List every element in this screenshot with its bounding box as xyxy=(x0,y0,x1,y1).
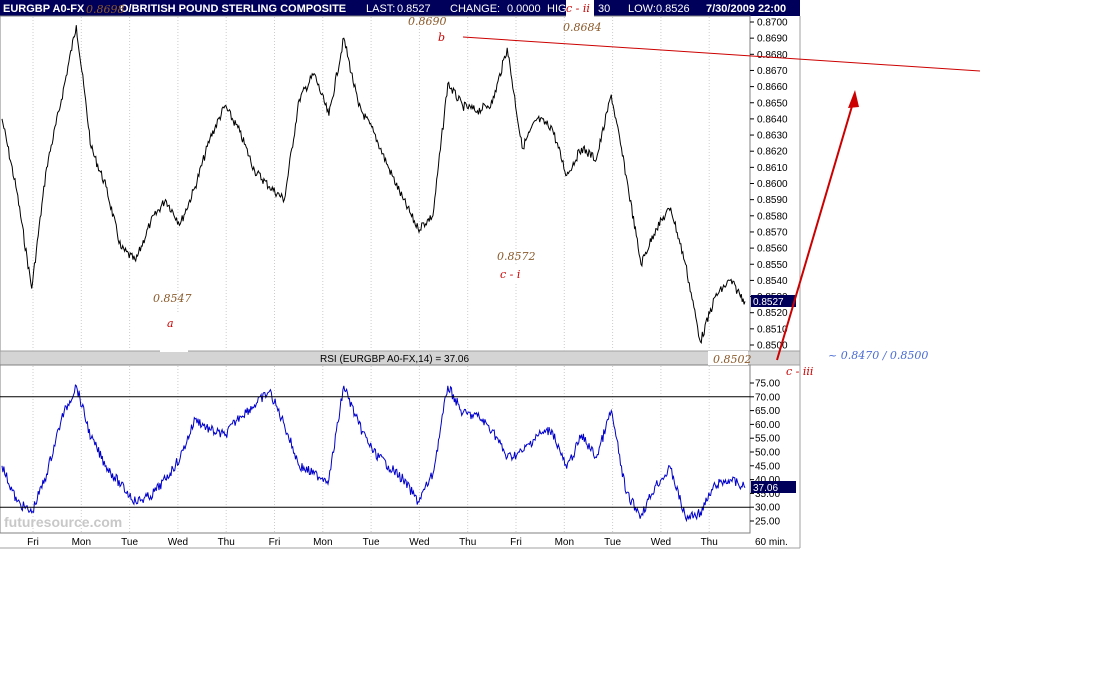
symbol-label: EURGBP A0-FX xyxy=(3,3,85,15)
wave-label-c-ii: c - ii xyxy=(566,2,590,15)
target-label: ~ 0.8470 / 0.8500 xyxy=(828,349,928,362)
price-tick-label: 0.8540 xyxy=(757,276,788,287)
change-value: 0.0000 xyxy=(507,3,541,15)
price-tick-label: 0.8610 xyxy=(757,163,788,174)
price-series-line xyxy=(1,25,746,344)
wave-label-c-i: c - i xyxy=(500,268,520,281)
rsi-last-tag-text: 37.06 xyxy=(753,483,778,494)
x-axis-label: Thu xyxy=(459,537,476,548)
price-tick-label: 0.8630 xyxy=(757,131,788,142)
price-tick-label: 0.8570 xyxy=(757,227,788,238)
price-tick-label: 0.8660 xyxy=(757,82,788,93)
label-mask-cii xyxy=(566,0,594,17)
rsi-tick-label: 70.00 xyxy=(755,392,780,403)
rsi-tick-label: 40.00 xyxy=(755,475,780,486)
rsi-tick-label: 55.00 xyxy=(755,434,780,445)
x-axis-label: Fri xyxy=(27,537,39,548)
projection-arrowhead-icon xyxy=(848,90,859,108)
x-axis-label: Wed xyxy=(409,537,429,548)
price-tick-label: 0.8680 xyxy=(757,50,788,61)
price-label-high-1: 0.8698 xyxy=(86,3,125,16)
rsi-title: RSI (EURGBP A0-FX,14) = 37.06 xyxy=(320,354,469,365)
last-label: LAST: xyxy=(366,3,395,15)
high-value: 30 xyxy=(598,3,610,15)
price-tick-label: 0.8690 xyxy=(757,34,788,45)
rsi-series-line xyxy=(1,384,746,523)
low-value: 0.8526 xyxy=(656,3,690,15)
x-axis-label: Tue xyxy=(363,537,380,548)
wave-label-a: a xyxy=(167,317,174,330)
x-axis-label: Fri xyxy=(510,537,522,548)
price-tick-label: 0.8500 xyxy=(757,341,788,352)
price-tick-label: 0.8550 xyxy=(757,260,788,271)
interval-label: 60 min. xyxy=(755,537,788,548)
price-label-high-3: 0.8684 xyxy=(563,21,602,34)
wave-label-c-iii: c - iii xyxy=(786,365,813,378)
price-label-low-1: 0.8547 xyxy=(153,292,192,305)
instrument-name: O/BRITISH POUND STERLING COMPOSITE xyxy=(120,3,346,15)
price-label-high-2: 0.8690 xyxy=(408,15,447,28)
rsi-tick-label: 35.00 xyxy=(755,489,780,500)
price-tick-label: 0.8600 xyxy=(757,179,788,190)
resistance-trendline xyxy=(462,36,981,72)
x-axis-label: Thu xyxy=(701,537,718,548)
label-mask-a xyxy=(160,312,188,352)
price-tick-label: 0.8670 xyxy=(757,66,788,77)
price-tick-label: 0.8560 xyxy=(757,244,788,255)
price-label-low-2: 0.8572 xyxy=(497,250,536,263)
x-axis-label: Wed xyxy=(168,537,188,548)
rsi-panel-frame xyxy=(0,364,751,534)
rsi-last-tag xyxy=(751,481,796,493)
header-bar xyxy=(0,0,800,16)
x-axis-label: Mon xyxy=(72,537,91,548)
last-value: 0.8527 xyxy=(397,3,431,15)
price-label-low-3: 0.8502 xyxy=(713,353,752,366)
x-axis-label: Fri xyxy=(269,537,281,548)
rsi-tick-label: 45.00 xyxy=(755,461,780,472)
price-tick-label: 0.8700 xyxy=(757,18,788,29)
price-tick-label: 0.8510 xyxy=(757,324,788,335)
rsi-tick-label: 50.00 xyxy=(755,448,780,459)
high-label: HIG xyxy=(547,3,567,15)
x-axis-label: Wed xyxy=(651,537,671,548)
x-axis-label: Tue xyxy=(604,537,621,548)
label-mask-low xyxy=(708,351,748,365)
rsi-tick-label: 60.00 xyxy=(755,420,780,431)
rsi-tick-label: 65.00 xyxy=(755,406,780,417)
x-axis-label: Tue xyxy=(121,537,138,548)
last-price-tag-text: 0.8527 xyxy=(753,297,784,308)
rsi-tick-label: 30.00 xyxy=(755,503,780,514)
projection-arrow xyxy=(776,95,856,361)
label-mask-ci xyxy=(498,266,528,282)
price-tick-label: 0.8650 xyxy=(757,98,788,109)
price-tick-label: 0.8620 xyxy=(757,147,788,158)
low-label: LOW: xyxy=(628,3,656,15)
price-tick-label: 0.8520 xyxy=(757,308,788,319)
rsi-tick-label: 25.00 xyxy=(755,517,780,528)
wave-label-b: b xyxy=(438,31,445,44)
last-price-tag xyxy=(751,295,796,307)
price-tick-label: 0.8590 xyxy=(757,195,788,206)
x-axis-label: Mon xyxy=(555,537,574,548)
price-tick-label: 0.8580 xyxy=(757,211,788,222)
x-axis-label: Mon xyxy=(313,537,332,548)
rsi-tick-label: 75.00 xyxy=(755,379,780,390)
watermark-text: futuresource.com xyxy=(4,514,122,530)
price-tick-label: 0.8640 xyxy=(757,114,788,125)
x-axis-label: Thu xyxy=(218,537,235,548)
change-label: CHANGE: xyxy=(450,3,500,15)
datetime-label: 7/30/2009 22:00 xyxy=(706,3,786,15)
price-panel-frame xyxy=(0,15,751,353)
